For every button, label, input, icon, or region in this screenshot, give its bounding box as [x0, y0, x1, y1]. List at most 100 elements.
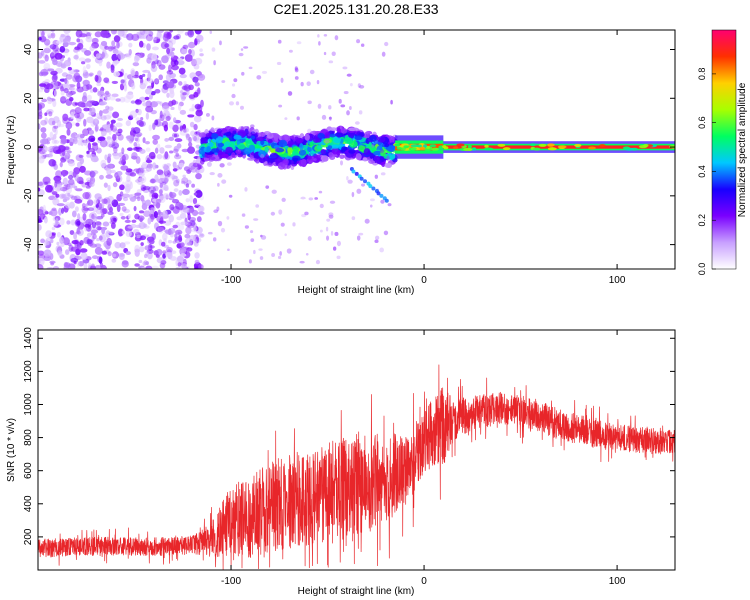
spectrogram-cell: [221, 179, 227, 184]
spectrogram-cell: [139, 82, 146, 90]
spectrogram-cell: [39, 30, 46, 37]
spectrogram-cell: [78, 103, 86, 108]
spectrogram-cell: [281, 160, 287, 164]
spectrogram-cell: [125, 168, 133, 173]
spectrogram-cell: [159, 147, 165, 154]
spectrogram-cell: [73, 47, 79, 53]
spectrogram-cell: [107, 110, 113, 119]
spectrogram-cell: [264, 146, 269, 153]
spectrogram-cell: [574, 143, 582, 147]
spectrogram-cell: [64, 202, 72, 209]
spectrogram-cell: [48, 159, 56, 167]
spectrogram-cell: [38, 151, 44, 160]
spectrogram-cell: [278, 139, 288, 147]
spectrogram-cell: [68, 161, 76, 167]
spectrogram-cell: [240, 126, 244, 132]
spectrogram-cell: [179, 109, 187, 115]
spectrogram-cell: [58, 207, 62, 216]
spectrogram-cell: [63, 30, 71, 34]
spectrogram-cell: [67, 71, 76, 77]
spectrogram-cell: [185, 133, 190, 138]
spectrogram-cell: [162, 193, 170, 199]
spectrogram-cell: [106, 231, 114, 235]
spectrogram-cell: [68, 137, 75, 146]
spectrogram-cell: [163, 32, 170, 39]
y-tick-label: 20: [23, 92, 34, 104]
spectrogram-cell: [79, 157, 85, 165]
spectrogram-cell: [69, 86, 75, 91]
spectrogram-x-ticks: -100 0 100: [221, 30, 626, 286]
spectrogram-cell: [56, 203, 65, 207]
spectrogram-cell: [227, 248, 230, 252]
spectrogram-cell: [313, 154, 321, 161]
spectrogram-cell: [84, 223, 91, 228]
spectrogram-cell: [109, 169, 116, 174]
spectrogram-cell: [329, 200, 336, 204]
spectrogram-cell: [237, 153, 243, 158]
spectrogram-cell: [107, 106, 114, 111]
spectrogram-cell: [74, 206, 79, 212]
spectrogram-cell: [77, 42, 84, 50]
spectrogram-cell: [175, 152, 180, 157]
spectrogram-cell: [77, 138, 83, 146]
spectrogram-cell: [99, 90, 104, 95]
snr-frame: [37, 329, 676, 571]
spectrogram-cell: [529, 143, 537, 147]
spectrogram-cell: [38, 147, 42, 154]
spectrogram-cell: [348, 149, 356, 154]
y-tick-label: 1000: [23, 393, 34, 416]
spectrogram-cell: [78, 57, 86, 62]
spectrogram-cell: [91, 42, 100, 49]
spectrogram-cell: [290, 164, 295, 170]
spectrogram-cell: [101, 227, 106, 235]
spectrogram-cell: [138, 259, 143, 264]
spectrogram-cell: [142, 73, 146, 77]
spectrogram-cell: [173, 145, 180, 152]
spectrogram-cell: [307, 155, 312, 160]
spectrogram-cell: [124, 183, 132, 192]
spectrogram-cell: [117, 134, 124, 141]
spectrogram-cell: [63, 152, 69, 160]
spectrogram-cell: [133, 142, 138, 147]
spectrogram-cell: [42, 176, 51, 184]
spectrogram-cell: [156, 153, 163, 160]
spectrogram-cell: [44, 87, 50, 94]
spectrogram-cell: [99, 101, 108, 106]
spectrogram-cell: [86, 238, 93, 245]
spectrogram-cell: [304, 133, 310, 141]
spectrogram-cell: [151, 46, 159, 51]
spectrogram-cell: [269, 152, 279, 160]
spectrogram-cell: [156, 33, 163, 40]
spectrogram-cell: [64, 146, 70, 151]
spectrogram-cell: [52, 133, 57, 140]
spectrogram-cell: [317, 132, 325, 139]
spectrogram-cell: [56, 184, 63, 192]
spectrogram-cell: [107, 184, 111, 192]
spectrogram-cell: [56, 181, 65, 185]
spectrogram-cell: [221, 131, 224, 136]
spectrogram-cell: [484, 144, 489, 148]
spectrogram-cell: [136, 234, 141, 239]
spectrogram-cell: [55, 245, 63, 253]
spectrogram-cell: [96, 226, 102, 231]
spectrogram-cell: [403, 145, 409, 149]
spectrogram-cell: [105, 174, 113, 179]
spectrogram-cell: [173, 133, 178, 138]
spectrogram-cell: [231, 93, 236, 99]
spectrogram-cell: [71, 210, 77, 218]
spectrogram-cell: [187, 213, 191, 221]
spectrogram-cell: [313, 158, 317, 161]
spectrogram-cell: [238, 52, 244, 57]
spectrogram-cell: [70, 257, 79, 263]
spectrogram-cell: [183, 80, 187, 85]
spectrogram-cell: [316, 79, 320, 85]
spectrogram-cell: [217, 182, 220, 187]
spectrogram-cell: [225, 146, 234, 154]
spectrogram-cell: [145, 165, 152, 172]
spectrogram-cell: [175, 266, 181, 269]
spectrogram-cell: [396, 146, 402, 150]
spectrogram-cell: [118, 253, 125, 260]
spectrogram-cell: [110, 30, 117, 35]
spectrogram-cell: [305, 253, 309, 256]
spectrogram-cell: [110, 119, 116, 124]
